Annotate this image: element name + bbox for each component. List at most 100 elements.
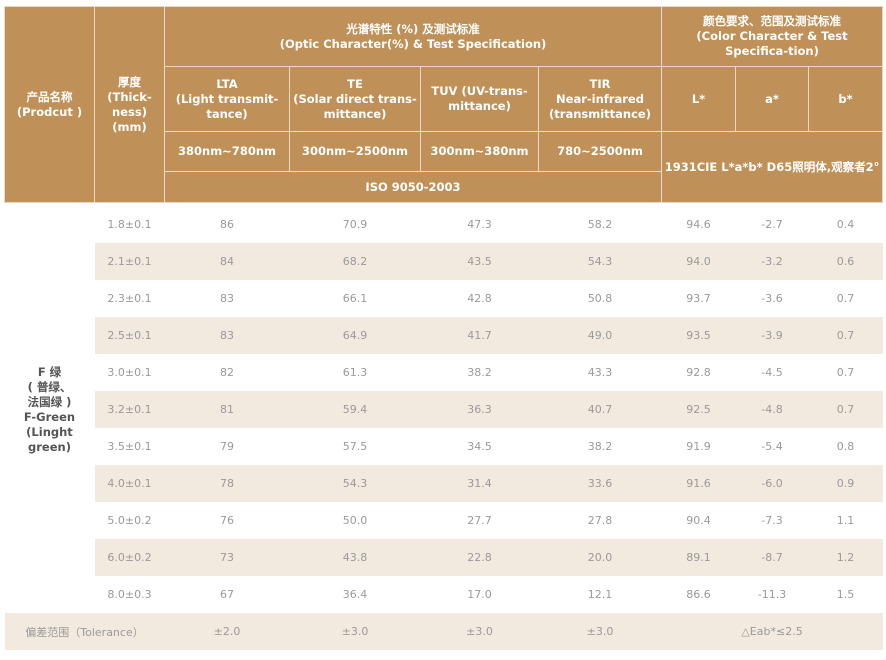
- optic-standard: ISO 9050-2003: [164, 171, 662, 203]
- cell: 82: [220, 366, 234, 379]
- cell: 73: [164, 539, 290, 576]
- cell: 36.4: [342, 588, 368, 601]
- cell: 40.7: [538, 391, 662, 428]
- cell: -2.7: [761, 218, 783, 231]
- cell: 64.9: [289, 317, 421, 354]
- cell: 3.2±0.1: [94, 391, 165, 428]
- cell: 61.3: [342, 366, 368, 379]
- cell: 54.3: [289, 465, 421, 502]
- cell: 27.7: [467, 514, 492, 527]
- header-tir: TIR Near-infrared (transmittance): [538, 66, 662, 132]
- table-row: 8.0±0.3 67 36.4 17.0 12.1 86.6 -11.3 1.5: [5, 576, 883, 613]
- range-tir: 780~2500nm: [538, 131, 662, 172]
- cell: 43.5: [420, 243, 539, 280]
- cell: 1.5: [836, 588, 855, 601]
- cell: 42.8: [467, 292, 492, 305]
- cell: 6.0±0.2: [94, 539, 165, 576]
- cell: 41.7: [420, 317, 539, 354]
- table-body: F 绿( 普绿、 法国绿 ) F-Green (Linght green) 1.8±0.1…: [4, 203, 883, 650]
- cell: -7.3: [761, 514, 783, 527]
- tolerance-value: ±3.0: [538, 613, 662, 650]
- cell: 79: [220, 440, 234, 453]
- cell: -5.4: [761, 440, 783, 453]
- cell: 43.3: [587, 366, 613, 379]
- tolerance-value: ±3.0: [289, 613, 421, 650]
- cell: 3.5±0.1: [107, 440, 152, 453]
- table-row: 3.5±0.1 79 57.5 34.5 38.2 91.9 -5.4 0.8: [5, 428, 883, 465]
- header-l: L*: [661, 66, 736, 132]
- cell: 91.6: [661, 465, 736, 502]
- cell: 50.8: [587, 292, 613, 305]
- cell: 0.8: [836, 440, 855, 453]
- cell: -4.5: [761, 366, 783, 379]
- tolerance-label: 偏差范围（Tolerance）: [4, 613, 165, 650]
- cell: 17.0: [467, 588, 492, 601]
- header-te: TE (Solar direct trans-mittance): [289, 66, 421, 132]
- header-thickness: 厚度 (Thick-ness) (mm): [94, 6, 165, 203]
- cell: 81: [164, 391, 290, 428]
- cell: 4.0±0.1: [94, 465, 165, 502]
- cell: 89.1: [661, 539, 736, 576]
- cell: 66.1: [342, 292, 368, 305]
- cell: 2.1±0.1: [94, 243, 165, 280]
- table-row: 4.0±0.1 78 54.3 31.4 33.6 91.6 -6.0 0.9: [5, 465, 883, 502]
- range-te: 300nm~2500nm: [289, 131, 421, 172]
- cell: 68.2: [289, 243, 421, 280]
- cell: 3.0±0.1: [107, 366, 152, 379]
- header-product: 产品名称 (Prodcut ): [4, 6, 95, 203]
- header-optic: 光谱特性 (%) 及测试标准 (Optic Character(%) & Test…: [164, 6, 662, 67]
- cell: 91.9: [686, 440, 711, 453]
- range-lta: 380nm~780nm: [164, 131, 290, 172]
- cell: 54.3: [538, 243, 662, 280]
- cell: 58.2: [587, 218, 613, 231]
- table-row: 6.0±0.2 73 43.8 22.8 20.0 89.1 -8.7 1.2: [5, 539, 883, 576]
- cell: 86: [220, 218, 234, 231]
- cell: 22.8: [420, 539, 539, 576]
- range-tuv: 300nm~380nm: [420, 131, 539, 172]
- cell: 8.0±0.3: [107, 588, 152, 601]
- header-tuv: TUV (UV-trans-mittance): [420, 66, 539, 132]
- cell: -4.8: [735, 391, 809, 428]
- cell: 34.5: [467, 440, 492, 453]
- cell: 94.0: [661, 243, 736, 280]
- cell: 2.5±0.1: [94, 317, 165, 354]
- cell: 93.5: [661, 317, 736, 354]
- tolerance-value: ±3.0: [420, 613, 539, 650]
- cell: 50.0: [342, 514, 368, 527]
- cell: 94.6: [686, 218, 711, 231]
- cell: 83: [164, 317, 290, 354]
- cell: 27.8: [587, 514, 613, 527]
- cell: -11.3: [757, 588, 787, 601]
- spec-table: 产品名称 (Prodcut ) 厚度 (Thick-ness) (mm) 光谱特性 (…: [4, 6, 884, 650]
- cell: 31.4: [420, 465, 539, 502]
- color-standard: 1931CIE L*a*b* D65照明体,观察者2°: [660, 131, 884, 203]
- cell: 90.4: [686, 514, 711, 527]
- cell: 0.7: [808, 391, 883, 428]
- cell: 1.2: [808, 539, 883, 576]
- cell: 5.0±0.2: [107, 514, 152, 527]
- cell: 0.7: [836, 366, 855, 379]
- table-row: 2.1±0.1 84 68.2 43.5 54.3 94.0 -3.2 0.6: [5, 243, 883, 280]
- header-lta: LTA (Light transmit-tance): [164, 66, 290, 132]
- cell: 38.2: [467, 366, 492, 379]
- header-color: 颜色要求、范围及测试标准 (Color Character & Test Spec…: [660, 6, 884, 67]
- cell: 47.3: [467, 218, 492, 231]
- cell: 1.1: [836, 514, 855, 527]
- cell: 12.1: [587, 588, 613, 601]
- cell: 84: [164, 243, 290, 280]
- cell: -6.0: [735, 465, 809, 502]
- header-a: a*: [735, 66, 809, 132]
- cell: 92.5: [661, 391, 736, 428]
- cell: 76: [220, 514, 234, 527]
- cell: 33.6: [538, 465, 662, 502]
- table-row: 3.2±0.1 81 59.4 36.3 40.7 92.5 -4.8 0.7: [5, 391, 883, 428]
- cell: 86.6: [686, 588, 711, 601]
- cell: 78: [164, 465, 290, 502]
- cell: 2.3±0.1: [107, 292, 152, 305]
- cell: 36.3: [420, 391, 539, 428]
- cell: -8.7: [735, 539, 809, 576]
- table-row: 3.0±0.1 82 61.3 38.2 43.3 92.8 -4.5 0.7: [5, 354, 883, 391]
- tolerance-color: △Eab*≤2.5: [661, 613, 883, 650]
- cell: 93.7: [686, 292, 711, 305]
- table-row: F 绿( 普绿、 法国绿 ) F-Green (Linght green) 1.8±0.1…: [4, 206, 883, 613]
